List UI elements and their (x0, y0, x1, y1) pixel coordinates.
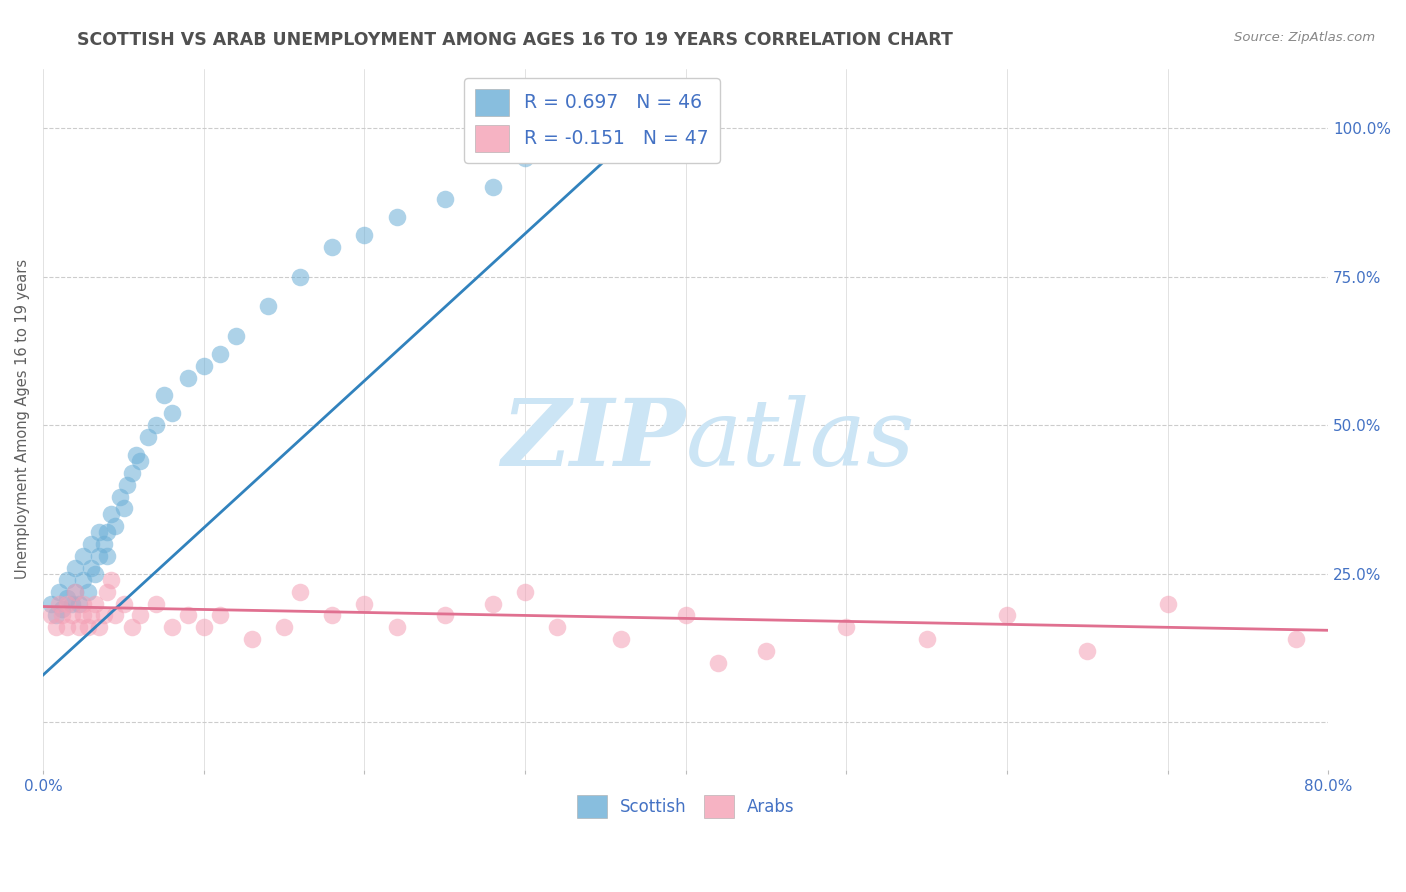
Point (433, 608, 456, 623)
Point (513, 151, 536, 165)
Point (83, 566, 105, 581)
Point (193, 359, 215, 373)
Point (353, 227, 375, 242)
Point (707, 656, 730, 670)
Point (1076, 644, 1098, 658)
Point (112, 501, 135, 516)
Point (65, 561, 87, 575)
Point (835, 620, 858, 634)
Point (77, 584, 100, 599)
Point (65, 584, 87, 599)
Point (56, 597, 79, 611)
Point (100, 573, 122, 587)
Point (125, 448, 148, 462)
Point (482, 597, 505, 611)
Point (45, 620, 67, 634)
Point (177, 608, 200, 623)
Point (48, 597, 70, 611)
Point (225, 329, 247, 343)
Point (321, 240, 343, 254)
Point (208, 608, 231, 623)
Point (433, 192, 456, 206)
Point (1285, 632, 1308, 647)
Legend: Scottish, Arabs: Scottish, Arabs (571, 788, 801, 825)
Point (290, 269, 312, 284)
Point (145, 597, 167, 611)
Point (273, 620, 295, 634)
Point (72, 573, 94, 587)
Point (110, 490, 132, 504)
Point (385, 620, 408, 634)
Point (513, 584, 536, 599)
Point (675, 608, 697, 623)
Point (353, 597, 375, 611)
Point (60, 597, 83, 611)
Point (257, 299, 280, 313)
Point (96, 525, 118, 540)
Point (240, 632, 263, 647)
Point (56, 591, 79, 605)
Point (51, 608, 73, 623)
Point (89, 549, 111, 563)
Point (995, 608, 1018, 623)
Point (121, 620, 143, 634)
Point (193, 620, 215, 634)
Point (93, 608, 115, 623)
Point (915, 632, 938, 647)
Point (1156, 597, 1178, 611)
Point (83, 597, 105, 611)
Point (48, 584, 70, 599)
Point (128, 608, 150, 623)
Point (56, 573, 79, 587)
Point (145, 418, 167, 433)
Point (80, 561, 103, 575)
Point (152, 388, 174, 402)
Point (60, 608, 83, 623)
Point (93, 537, 115, 551)
Point (546, 120, 568, 135)
Text: SCOTTISH VS ARAB UNEMPLOYMENT AMONG AGES 16 TO 19 YEARS CORRELATION CHART: SCOTTISH VS ARAB UNEMPLOYMENT AMONG AGES… (77, 31, 953, 49)
Point (45, 608, 67, 623)
Point (290, 584, 312, 599)
Point (177, 370, 200, 384)
Point (77, 620, 100, 634)
Point (96, 549, 118, 563)
Y-axis label: Unemployment Among Ages 16 to 19 years: Unemployment Among Ages 16 to 19 years (15, 260, 30, 579)
Point (72, 549, 94, 563)
Point (112, 597, 135, 611)
Point (80, 537, 103, 551)
Point (56, 620, 79, 634)
Point (610, 632, 633, 647)
Point (104, 608, 127, 623)
Point (89, 525, 111, 540)
Point (128, 454, 150, 468)
Point (208, 347, 231, 361)
Point (755, 644, 778, 658)
Point (121, 466, 143, 480)
Point (136, 430, 159, 444)
Point (115, 477, 138, 491)
Point (80, 608, 103, 623)
Point (39, 597, 62, 611)
Point (385, 210, 408, 224)
Point (96, 584, 118, 599)
Point (67, 597, 90, 611)
Point (89, 620, 111, 634)
Point (100, 508, 122, 522)
Text: ZIP: ZIP (502, 395, 686, 485)
Point (72, 597, 94, 611)
Point (72, 608, 94, 623)
Text: Source: ZipAtlas.com: Source: ZipAtlas.com (1234, 31, 1375, 45)
Point (546, 620, 568, 634)
Point (51, 602, 73, 616)
Point (160, 406, 183, 420)
Point (65, 584, 87, 599)
Point (321, 608, 343, 623)
Text: atlas: atlas (686, 395, 915, 485)
Point (482, 180, 505, 194)
Point (67, 620, 90, 634)
Point (104, 519, 127, 533)
Point (160, 620, 183, 634)
Point (39, 608, 62, 623)
